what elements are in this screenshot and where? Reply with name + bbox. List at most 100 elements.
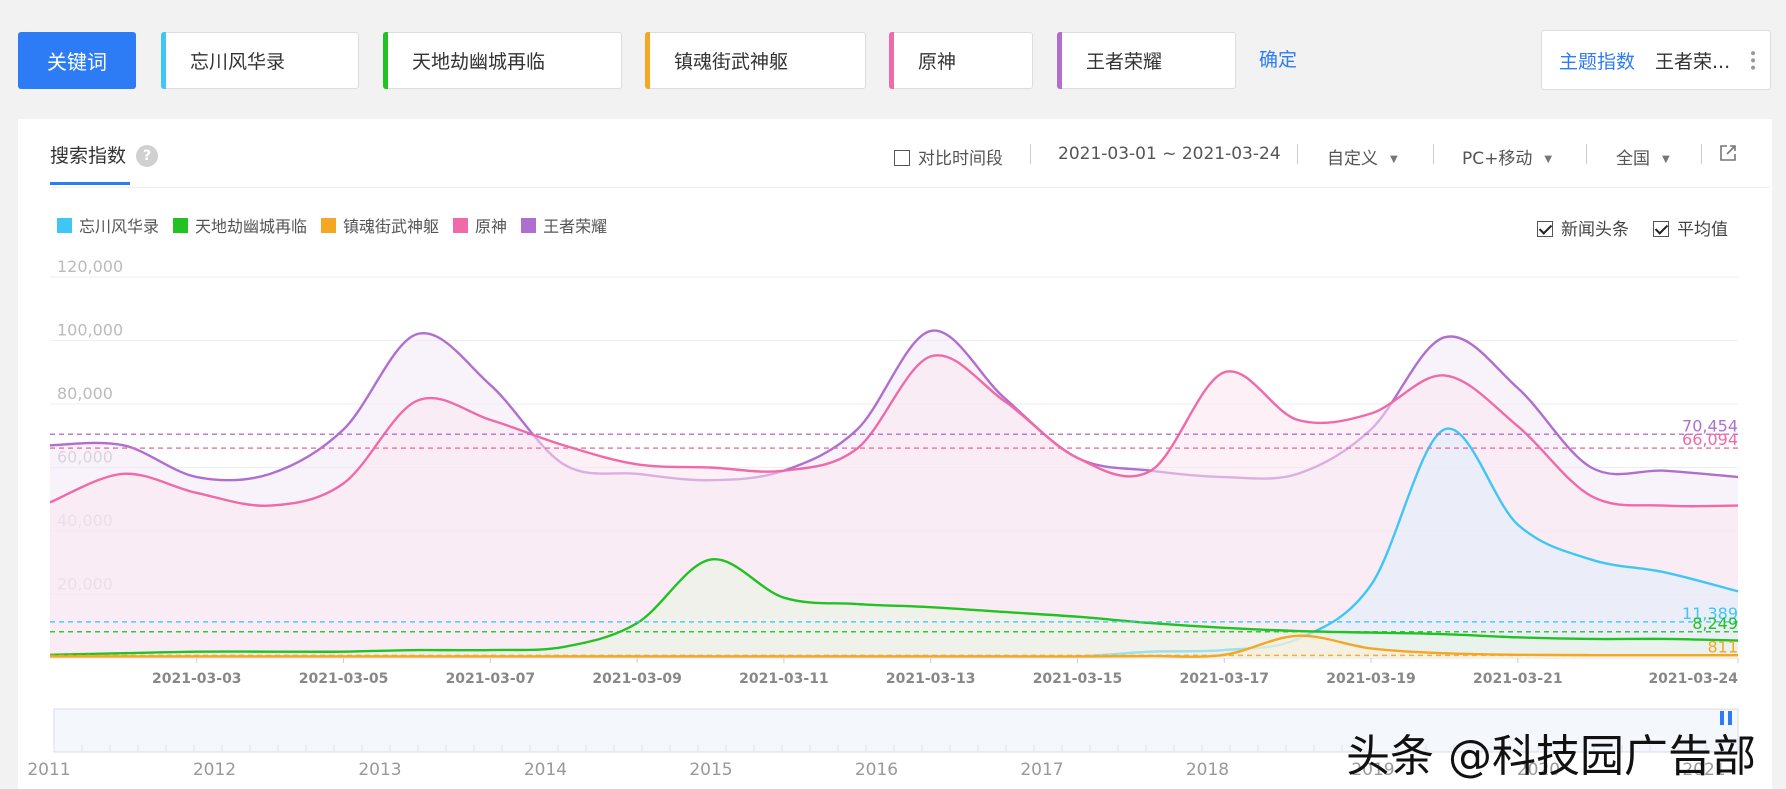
legend-label: 忘川风华录 [79, 217, 160, 236]
series-area [50, 355, 1738, 658]
legend-label: 王者荣耀 [543, 217, 608, 236]
overview-year-label: 2019 [1351, 760, 1394, 780]
x-tick-label: 2021-03-05 [299, 671, 389, 687]
term-chip-5[interactable]: 王者荣耀 [1057, 32, 1236, 89]
term-label: 忘川风华录 [190, 51, 286, 73]
help-icon[interactable]: ? [136, 145, 158, 167]
legend-label: 天地劫幽城再临 [195, 217, 308, 236]
series-area [50, 559, 1738, 658]
legend-swatch [521, 217, 537, 233]
confirm-button[interactable]: 确定 [1259, 49, 1298, 71]
series-line[interactable] [49, 329, 1739, 482]
overview-year-label: 2018 [1186, 760, 1229, 780]
timeline-navigator[interactable] [53, 708, 1739, 753]
legend-swatch [173, 217, 189, 233]
series-area [50, 635, 1738, 658]
term-chip-4[interactable]: 原神 [889, 32, 1033, 89]
navigator-handle[interactable] [1728, 711, 1732, 725]
x-tick-label: 2021-03-24 [1648, 671, 1738, 687]
legend-label: 镇魂街武神躯 [343, 217, 440, 236]
separator [1297, 144, 1298, 164]
keyword-bar: 关键词 忘川风华录 天地劫幽城再临 镇魂街武神躯 原神 王者荣耀 确定 主题指数… [0, 0, 1786, 104]
x-tick-label: 2021-03-03 [152, 671, 242, 687]
term-chip-2[interactable]: 天地劫幽城再临 [383, 32, 622, 89]
device-dropdown[interactable]: PC+移动 ▼ [1462, 144, 1552, 169]
theme-index-label[interactable]: 主题指数 [1559, 50, 1636, 73]
custom-label: 自定义 [1327, 149, 1378, 169]
checkbox-checked-icon[interactable] [1653, 221, 1669, 237]
overview-year-label: 2013 [358, 760, 401, 780]
chart-legend: 忘川风华录 天地劫幽城再临 镇魂街武神躯 原神 王者荣耀 [57, 213, 621, 237]
average-label: 811 [1707, 637, 1738, 656]
region-dropdown[interactable]: 全国 ▼ [1616, 144, 1670, 169]
legend-swatch [321, 217, 337, 233]
checkbox-checked-icon[interactable] [1537, 221, 1553, 237]
term-label: 王者荣耀 [1086, 51, 1163, 73]
average-label: 11,389 [1682, 604, 1738, 623]
device-label: PC+移动 [1462, 149, 1533, 169]
separator [1030, 144, 1031, 164]
legend-item[interactable]: 镇魂街武神躯 [321, 213, 439, 237]
y-tick-label: 120,000 [57, 257, 123, 276]
legend-item[interactable]: 原神 [453, 213, 507, 237]
overview-year-label: 2015 [689, 760, 732, 780]
x-tick-label: 2021-03-19 [1326, 671, 1416, 687]
checkbox-icon[interactable] [894, 150, 910, 166]
term-color-bar [645, 32, 650, 89]
compare-label: 对比时间段 [918, 149, 1003, 169]
term-color-bar [161, 32, 166, 89]
custom-range-dropdown[interactable]: 自定义 ▼ [1327, 144, 1398, 169]
y-tick-label: 80,000 [57, 384, 113, 403]
news-headline-toggle[interactable]: 新闻头条 [1537, 215, 1629, 240]
term-color-bar [889, 32, 894, 89]
navigator-handle[interactable] [1720, 711, 1724, 725]
legend-item[interactable]: 天地劫幽城再临 [173, 213, 307, 237]
watermark: 头条 @科技园广告部 [1346, 731, 1756, 782]
legend-label: 原神 [475, 217, 508, 236]
x-tick-label: 2021-03-09 [592, 671, 682, 687]
region-label: 全国 [1616, 149, 1650, 169]
overview-year-label: 2012 [193, 760, 236, 780]
average-toggle[interactable]: 平均值 [1653, 215, 1728, 240]
overview-year-label: 2017 [1020, 760, 1063, 780]
legend-item[interactable]: 王者荣耀 [521, 213, 607, 237]
overview-year-label: 2020 [1517, 760, 1560, 780]
term-chip-1[interactable]: 忘川风华录 [161, 32, 359, 89]
term-label: 原神 [918, 51, 957, 73]
compare-period-toggle[interactable]: 对比时间段 [894, 144, 1003, 169]
term-color-bar [383, 32, 388, 89]
x-tick-label: 2021-03-17 [1179, 671, 1269, 687]
average-label: 8,249 [1692, 614, 1738, 633]
theme-index-value: 王者荣... [1655, 50, 1731, 73]
term-label: 天地劫幽城再临 [412, 51, 546, 73]
theme-index-selector[interactable]: 主题指数 王者荣... ••• [1541, 30, 1771, 90]
term-color-bar [1057, 32, 1062, 89]
overview-year-label: 2014 [524, 760, 567, 780]
series-line[interactable] [49, 558, 1739, 657]
separator [1433, 144, 1434, 164]
active-tab-underline [50, 182, 130, 185]
x-tick-label: 2021-03-07 [446, 671, 536, 687]
panel-title[interactable]: 搜索指数 [50, 145, 127, 167]
legend-item[interactable]: 忘川风华录 [57, 213, 159, 237]
legend-swatch [57, 217, 72, 233]
term-label: 镇魂街武神躯 [674, 51, 789, 73]
vertical-dots-icon[interactable]: ••• [1744, 49, 1761, 71]
overview-year-label: 2021 [1682, 760, 1725, 780]
overview-year-label: 2016 [855, 760, 898, 780]
series-line[interactable] [50, 634, 1738, 658]
date-range-picker[interactable]: 2021-03-01 ~ 2021-03-24 [1058, 144, 1281, 164]
x-tick-label: 2021-03-21 [1473, 671, 1563, 687]
x-tick-label: 2021-03-13 [886, 671, 976, 687]
option-label: 平均值 [1677, 220, 1728, 240]
divider [50, 187, 1770, 188]
keyword-button[interactable]: 关键词 [18, 32, 136, 89]
series-line[interactable] [49, 354, 1739, 508]
x-tick-label: 2021-03-11 [739, 671, 829, 687]
term-chip-3[interactable]: 镇魂街武神躯 [645, 32, 866, 89]
average-label: 66,094 [1682, 430, 1738, 449]
export-icon[interactable] [1718, 143, 1738, 163]
overview-year-label: 2011 [27, 760, 70, 780]
legend-swatch [453, 217, 469, 233]
